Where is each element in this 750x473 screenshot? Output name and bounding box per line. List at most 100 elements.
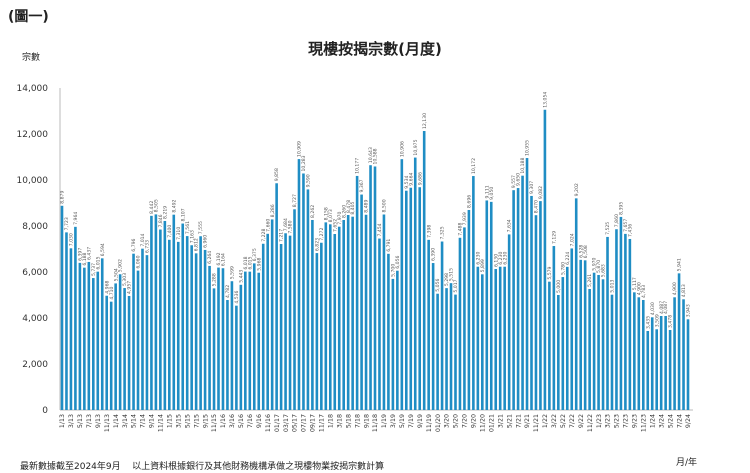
bar	[199, 236, 202, 410]
data-label: 7,454	[377, 223, 383, 236]
data-label: 4,087	[659, 301, 665, 314]
x-tick-label: 5/16	[238, 414, 245, 428]
bar	[552, 246, 556, 410]
data-label: 8,219	[162, 206, 168, 219]
data-label: 5,303	[122, 273, 128, 286]
data-label: 6,390	[431, 248, 437, 261]
data-label: 7,561	[185, 221, 191, 234]
x-tick-label: 1/14	[113, 414, 120, 428]
data-label: 9,050	[489, 187, 495, 200]
data-label: 5,443	[238, 270, 244, 283]
data-label: 7,525	[605, 222, 611, 235]
x-tick-label: 01/21	[488, 414, 495, 432]
data-label: 5,599	[230, 266, 236, 279]
bar	[333, 234, 337, 410]
data-label: 10,188	[520, 158, 526, 174]
data-label: 6,230	[475, 251, 481, 264]
bar	[311, 219, 314, 410]
bar	[650, 317, 654, 410]
bar	[472, 176, 475, 410]
x-tick-label: 7/23	[623, 414, 630, 428]
bar	[427, 239, 430, 410]
bar	[436, 293, 439, 410]
data-label: 5,941	[677, 258, 683, 271]
bar	[597, 274, 600, 410]
bar	[261, 243, 265, 410]
bar	[293, 209, 296, 410]
x-tick-label: 3/18	[336, 414, 343, 428]
bar	[114, 283, 117, 410]
bar	[74, 226, 77, 410]
data-label: 5,000	[556, 280, 562, 293]
bar	[624, 233, 627, 410]
bar	[521, 175, 524, 410]
data-label: 13,054	[543, 92, 549, 108]
data-label: 3,943	[686, 304, 692, 317]
data-label: 5,017	[453, 279, 459, 292]
data-label: 5,504	[113, 268, 119, 281]
bar	[136, 270, 140, 410]
x-tick-label: 3/15	[175, 414, 182, 428]
bar	[96, 271, 100, 410]
x-tick-label: 1/13	[59, 414, 66, 428]
bar	[637, 297, 641, 410]
x-tick-label: 9/16	[256, 414, 263, 428]
x-tick-label: 3/20	[444, 414, 451, 428]
data-label: 7,846	[158, 214, 164, 227]
bar	[127, 295, 131, 410]
x-tick-label: 11/17	[319, 414, 326, 432]
bar	[266, 233, 269, 410]
data-label: 5,117	[632, 277, 638, 290]
x-tick-label: 3/24	[658, 414, 665, 428]
figure-number: (圖一)	[8, 9, 49, 25]
data-label: 6,528	[578, 245, 584, 258]
data-label: 6,397	[77, 248, 83, 261]
data-label: 4,030	[650, 302, 656, 315]
data-label: 6,164	[221, 253, 227, 266]
data-label: 8,107	[180, 208, 186, 221]
x-tick-label: 01/17	[274, 414, 281, 432]
data-label: 9,557	[511, 175, 517, 188]
bar	[87, 261, 91, 410]
data-label: 5,298	[444, 273, 450, 286]
y-tick-label: 14,000	[17, 84, 49, 94]
data-label: 9,534	[404, 175, 410, 188]
data-label: 7,398	[426, 225, 432, 238]
data-label: 4,710	[109, 286, 115, 299]
bar	[476, 266, 480, 410]
data-label: 9,082	[538, 186, 544, 199]
data-label: 7,129	[551, 231, 557, 244]
bar	[132, 253, 135, 410]
bar	[525, 158, 529, 410]
bar	[396, 270, 399, 410]
data-label: 10,909	[297, 141, 303, 157]
x-tick-label: 11/18	[372, 414, 379, 432]
data-label: 6,018	[243, 256, 249, 269]
data-label: 8,505	[154, 199, 160, 212]
bar	[440, 241, 444, 410]
data-label: 6,508	[583, 245, 589, 258]
x-tick-label: 9/19	[417, 414, 424, 428]
x-tick-label: 5/20	[453, 414, 460, 428]
data-label: 10,283	[301, 155, 307, 171]
data-label: 5,700	[390, 264, 396, 277]
data-label: 4,087	[663, 301, 669, 314]
data-label: 6,375	[252, 248, 258, 261]
x-tick-label: 9/24	[685, 414, 692, 428]
bar	[539, 201, 542, 410]
x-tick-label: 05/17	[292, 414, 299, 432]
x-tick-label: 7/16	[247, 414, 254, 428]
bar	[592, 272, 596, 410]
bar	[355, 175, 359, 410]
data-label: 7,310	[176, 227, 182, 240]
data-label: 7,964	[73, 212, 79, 225]
data-label: 10,643	[368, 147, 374, 163]
bar	[83, 267, 86, 410]
x-tick-label: 5/21	[506, 414, 513, 428]
data-label: 7,014	[140, 233, 146, 246]
bar	[579, 259, 582, 410]
bar	[516, 188, 520, 410]
y-tick-label: 10,000	[17, 176, 49, 186]
data-label: 5,870	[596, 260, 602, 273]
bar	[557, 295, 560, 410]
